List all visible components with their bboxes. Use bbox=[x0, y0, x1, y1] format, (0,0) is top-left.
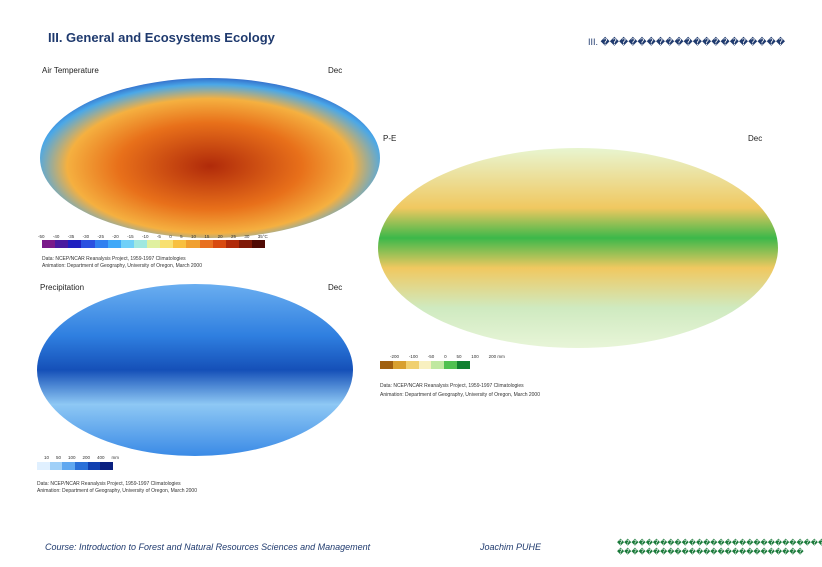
scale-label: 400 bbox=[97, 455, 105, 460]
credit: Data: NCEP/NCAR Reanalysis Project, 1959… bbox=[42, 256, 186, 262]
swatch bbox=[120, 240, 134, 248]
credit: Data: NCEP/NCAR Reanalysis Project, 1959… bbox=[37, 481, 181, 487]
scale-label: -100 bbox=[408, 354, 418, 359]
scale-label: 10 bbox=[190, 234, 196, 239]
panel-label: Precipitation bbox=[40, 283, 85, 292]
scale-label: 10 bbox=[44, 455, 50, 460]
scale-label: -10 bbox=[142, 234, 149, 239]
legend-bar bbox=[37, 462, 114, 470]
swatch bbox=[107, 240, 121, 248]
swatch bbox=[147, 240, 161, 248]
legend-ticks: -50 -40 -35 -30 -25 -20 -15 -10 -5 0 5 10 15 20 25 30 35… bbox=[38, 234, 268, 239]
scale-label: 15 bbox=[204, 234, 210, 239]
swatch bbox=[68, 240, 82, 248]
scale-label: 20 bbox=[217, 234, 223, 239]
swatch bbox=[225, 240, 239, 248]
scale-label: 100 bbox=[68, 455, 76, 460]
precipitation-map bbox=[37, 284, 353, 456]
credit: Animation: Department of Geography, Univ… bbox=[380, 392, 540, 398]
scale-label: 100 bbox=[471, 354, 479, 359]
scale-label: 50 bbox=[456, 354, 462, 359]
swatch bbox=[444, 361, 458, 369]
swatch bbox=[100, 462, 114, 470]
scale-label: -35 bbox=[67, 234, 75, 239]
course: Course: Introduction to Forest and Natur… bbox=[45, 542, 371, 552]
scale-label: -30 bbox=[82, 234, 90, 239]
swatch bbox=[49, 462, 63, 470]
swatch bbox=[160, 240, 174, 248]
scale-label: 0 bbox=[169, 234, 172, 239]
swatch bbox=[87, 462, 101, 470]
legend-ticks: 10 50 100 200 400 mm bbox=[44, 455, 119, 460]
scale-label: -40 bbox=[52, 234, 60, 239]
slide-title: III. General and Ecosystems Ecology bbox=[48, 30, 275, 45]
scale-label: 50 bbox=[56, 455, 62, 460]
swatch bbox=[405, 361, 419, 369]
scale-label: 200 bbox=[82, 455, 91, 460]
swatch bbox=[212, 240, 226, 248]
swatch bbox=[199, 240, 213, 248]
swatch bbox=[62, 462, 76, 470]
swatch bbox=[42, 240, 56, 248]
scale-label: 30 bbox=[244, 234, 250, 239]
swatch bbox=[238, 240, 252, 248]
scale-label: -20 bbox=[112, 234, 119, 239]
legend-bar bbox=[42, 240, 266, 248]
swatch bbox=[37, 462, 50, 470]
scale-label: -25 bbox=[97, 234, 104, 239]
author: Joachim PUHE bbox=[480, 542, 542, 552]
swatch bbox=[418, 361, 432, 369]
header-right: III. �������������������� bbox=[588, 37, 786, 47]
swatch bbox=[75, 462, 88, 470]
temperature-map bbox=[40, 78, 380, 238]
panel-month: Dec bbox=[328, 283, 343, 292]
scale-label: mm bbox=[111, 455, 120, 460]
scale-label: -200 bbox=[390, 354, 400, 359]
scale-label: 25 bbox=[231, 234, 237, 239]
credit: Animation: Department of Geography, Univ… bbox=[42, 263, 202, 269]
scale-label: -50 bbox=[38, 234, 45, 239]
swatch bbox=[457, 361, 471, 369]
footer-right: �������������������������� bbox=[617, 549, 804, 556]
scale-label: -5 bbox=[156, 234, 161, 239]
swatch bbox=[173, 240, 187, 248]
credit: Data: NCEP/NCAR Reanalysis Project, 1959… bbox=[380, 383, 524, 389]
swatch bbox=[81, 240, 95, 248]
scale-label: 35°C bbox=[257, 234, 268, 239]
scale-label: -15 bbox=[127, 234, 134, 239]
scale-label: 200 mm bbox=[488, 354, 505, 359]
swatch bbox=[133, 240, 147, 248]
swatch bbox=[431, 361, 445, 369]
panel-month: Dec bbox=[748, 134, 763, 143]
scale-label: 0 bbox=[444, 354, 447, 359]
legend-bar bbox=[380, 361, 471, 369]
p-e-map bbox=[378, 148, 778, 348]
scale-label: -50 bbox=[427, 354, 435, 359]
panel-label: Air Temperature bbox=[42, 66, 99, 75]
legend-ticks: -200 -100 -50 0 50 100 200 mm bbox=[390, 354, 505, 359]
footer-right: ������������������������������ bbox=[617, 540, 822, 547]
swatch bbox=[392, 361, 406, 369]
swatch bbox=[380, 361, 393, 369]
panel-label: P-E bbox=[383, 134, 397, 143]
scale-label: 5 bbox=[180, 234, 183, 239]
swatch bbox=[252, 240, 266, 248]
swatch bbox=[55, 240, 69, 248]
panel-month: Dec bbox=[328, 66, 343, 75]
swatch bbox=[94, 240, 108, 248]
credit: Animation: Department of Geography, Univ… bbox=[37, 488, 197, 494]
swatch bbox=[186, 240, 200, 248]
